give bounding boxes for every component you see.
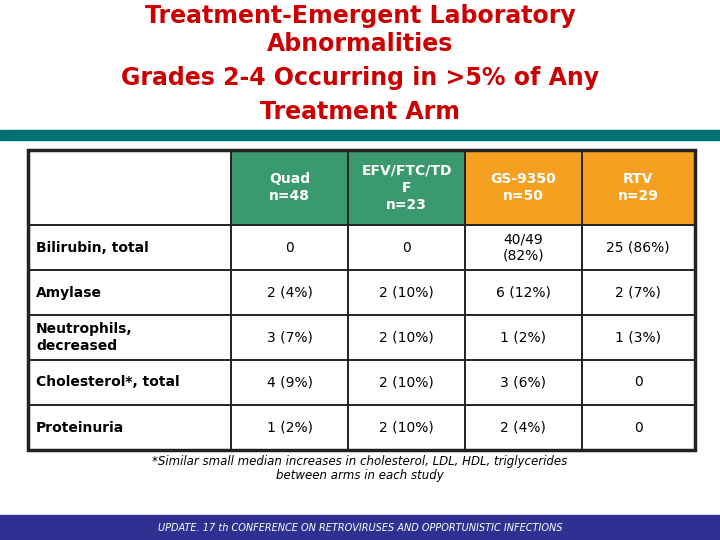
Bar [582, 150, 695, 225]
Text: Amylase: Amylase [36, 286, 102, 300]
Bar [582, 270, 695, 315]
Bar [465, 405, 582, 450]
Bar [28, 270, 231, 315]
Bar [465, 150, 582, 225]
Bar [28, 225, 695, 270]
Bar [231, 270, 348, 315]
Bar [582, 315, 695, 360]
Bar [28, 150, 231, 225]
Text: UPDATE. 17 th CONFERENCE ON RETROVIRUSES AND OPPORTUNISTIC INFECTIONS: UPDATE. 17 th CONFERENCE ON RETROVIRUSES… [158, 523, 562, 533]
Text: Grades 2-4 Occurring in >5% of Any: Grades 2-4 Occurring in >5% of Any [121, 66, 599, 90]
Text: GS-9350
n=50: GS-9350 n=50 [490, 172, 556, 203]
Bar [348, 315, 465, 360]
Bar [348, 270, 465, 315]
Text: 1 (2%): 1 (2%) [500, 330, 546, 345]
Text: 2 (7%): 2 (7%) [616, 286, 661, 300]
Text: 2 (10%): 2 (10%) [379, 375, 434, 389]
Bar [231, 405, 348, 450]
Text: Abnormalities: Abnormalities [267, 32, 453, 56]
Bar [0, 130, 720, 140]
Bar [28, 225, 231, 270]
Bar [28, 360, 231, 405]
Text: EFV/FTC/TD
F
n=23: EFV/FTC/TD F n=23 [361, 163, 451, 212]
Bar [465, 315, 582, 360]
Text: 0: 0 [634, 375, 643, 389]
Bar [231, 150, 348, 225]
Text: Treatment Arm: Treatment Arm [260, 100, 460, 124]
Bar [231, 225, 348, 270]
Text: RTV
n=29: RTV n=29 [618, 172, 659, 203]
Bar [348, 405, 465, 450]
Text: 0: 0 [634, 421, 643, 435]
Text: 0: 0 [402, 240, 411, 254]
Text: 2 (10%): 2 (10%) [379, 421, 434, 435]
Text: between arms in each study: between arms in each study [276, 469, 444, 483]
Bar [28, 270, 695, 315]
Bar [348, 360, 465, 405]
Text: 25 (86%): 25 (86%) [606, 240, 670, 254]
Text: Bilirubin, total: Bilirubin, total [36, 240, 149, 254]
Bar [28, 150, 695, 450]
Text: Cholesterol*, total: Cholesterol*, total [36, 375, 179, 389]
Text: 1 (2%): 1 (2%) [267, 421, 312, 435]
Text: 6 (12%): 6 (12%) [496, 286, 551, 300]
Bar [348, 150, 465, 225]
Bar [28, 405, 231, 450]
Bar [28, 360, 695, 405]
Text: 2 (10%): 2 (10%) [379, 330, 434, 345]
Bar [231, 150, 348, 225]
Text: 4 (9%): 4 (9%) [267, 375, 312, 389]
Bar [231, 315, 348, 360]
Bar [0, 515, 720, 540]
Text: Proteinuria: Proteinuria [36, 421, 125, 435]
Bar [28, 315, 231, 360]
Bar [348, 150, 465, 225]
Bar [231, 360, 348, 405]
Bar [348, 225, 465, 270]
Text: 3 (7%): 3 (7%) [267, 330, 312, 345]
Bar [28, 405, 695, 450]
Text: 2 (4%): 2 (4%) [500, 421, 546, 435]
Text: *Similar small median increases in cholesterol, LDL, HDL, triglycerides: *Similar small median increases in chole… [153, 456, 567, 469]
Bar [582, 150, 695, 225]
Text: 3 (6%): 3 (6%) [500, 375, 546, 389]
Bar [465, 360, 582, 405]
Bar [582, 360, 695, 405]
Text: 2 (10%): 2 (10%) [379, 286, 434, 300]
Bar [465, 150, 582, 225]
Text: 2 (4%): 2 (4%) [267, 286, 312, 300]
Text: 0: 0 [285, 240, 294, 254]
Text: 40/49
(82%): 40/49 (82%) [503, 232, 544, 262]
Bar [582, 405, 695, 450]
Bar [28, 315, 695, 360]
Bar [28, 150, 231, 225]
Bar [465, 225, 582, 270]
Bar [582, 225, 695, 270]
Text: Treatment-Emergent Laboratory: Treatment-Emergent Laboratory [145, 4, 575, 28]
Text: Neutrophils,
decreased: Neutrophils, decreased [36, 322, 132, 353]
Bar [465, 270, 582, 315]
Text: 1 (3%): 1 (3%) [616, 330, 661, 345]
Text: Quad
n=48: Quad n=48 [269, 172, 310, 203]
